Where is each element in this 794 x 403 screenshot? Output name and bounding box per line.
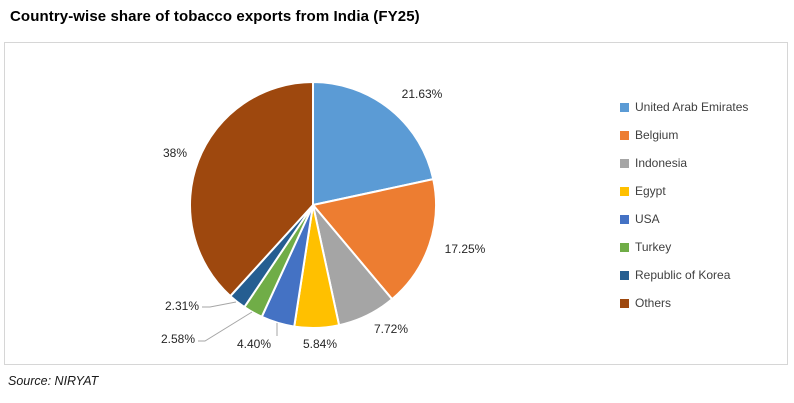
leader-line bbox=[202, 301, 237, 308]
pie-slice-belgium bbox=[312, 178, 437, 301]
leader-line bbox=[198, 311, 253, 342]
legend-item-usa: USA bbox=[620, 212, 748, 226]
legend-label: Belgium bbox=[635, 128, 679, 142]
legend-swatch bbox=[620, 298, 629, 308]
legend-label: Turkey bbox=[635, 240, 672, 254]
pie-slice-united-arab-emirates bbox=[312, 81, 435, 206]
legend-label: Republic of Korea bbox=[635, 268, 731, 282]
legend-swatch bbox=[620, 130, 629, 140]
pie-chart: 21.63% 17.25% 7.72% 5.84% 4.40% 2.58% 2.31% 38% bbox=[161, 81, 486, 351]
data-label: 17.25% bbox=[445, 242, 486, 256]
legend-label: USA bbox=[635, 212, 660, 226]
legend-label: United Arab Emirates bbox=[635, 100, 749, 114]
chart-title: Country-wise share of tobacco exports fr… bbox=[10, 8, 420, 25]
legend-swatch bbox=[620, 270, 629, 280]
data-label: 2.58% bbox=[161, 332, 195, 346]
legend-label: Egypt bbox=[635, 184, 666, 198]
legend-label: Indonesia bbox=[635, 156, 688, 170]
legend-item-indonesia: Indonesia bbox=[620, 156, 748, 170]
legend-item-others: Others bbox=[620, 296, 748, 310]
legend-item-belgium: Belgium bbox=[620, 128, 748, 142]
legend-swatch bbox=[620, 158, 629, 168]
legend-swatch bbox=[620, 102, 629, 112]
legend-item-turkey: Turkey bbox=[620, 240, 748, 254]
data-label: 5.84% bbox=[303, 337, 337, 351]
legend-item-republic-of-korea: Republic of Korea bbox=[620, 268, 748, 282]
legend-swatch bbox=[620, 214, 629, 224]
legend-item-united-arab-emirates: United Arab Emirates bbox=[620, 100, 749, 114]
data-label: 2.31% bbox=[165, 299, 199, 313]
data-label: 7.72% bbox=[374, 322, 408, 336]
legend: United Arab Emirates Belgium Indonesia Egyp… bbox=[620, 100, 749, 325]
legend-item-egypt: Egypt bbox=[620, 184, 748, 198]
legend-swatch bbox=[620, 186, 629, 196]
pie-slice-others bbox=[189, 81, 314, 298]
legend-label: Others bbox=[635, 296, 672, 310]
data-label: 21.63% bbox=[402, 87, 443, 101]
source-note: Source: NIRYAT bbox=[8, 374, 99, 388]
chart-panel: 21.63% 17.25% 7.72% 5.84% 4.40% 2.58% 2.31% 38%… bbox=[4, 42, 788, 365]
data-label: 38% bbox=[163, 146, 187, 160]
data-label: 4.40% bbox=[237, 337, 271, 351]
legend-swatch bbox=[620, 242, 629, 252]
